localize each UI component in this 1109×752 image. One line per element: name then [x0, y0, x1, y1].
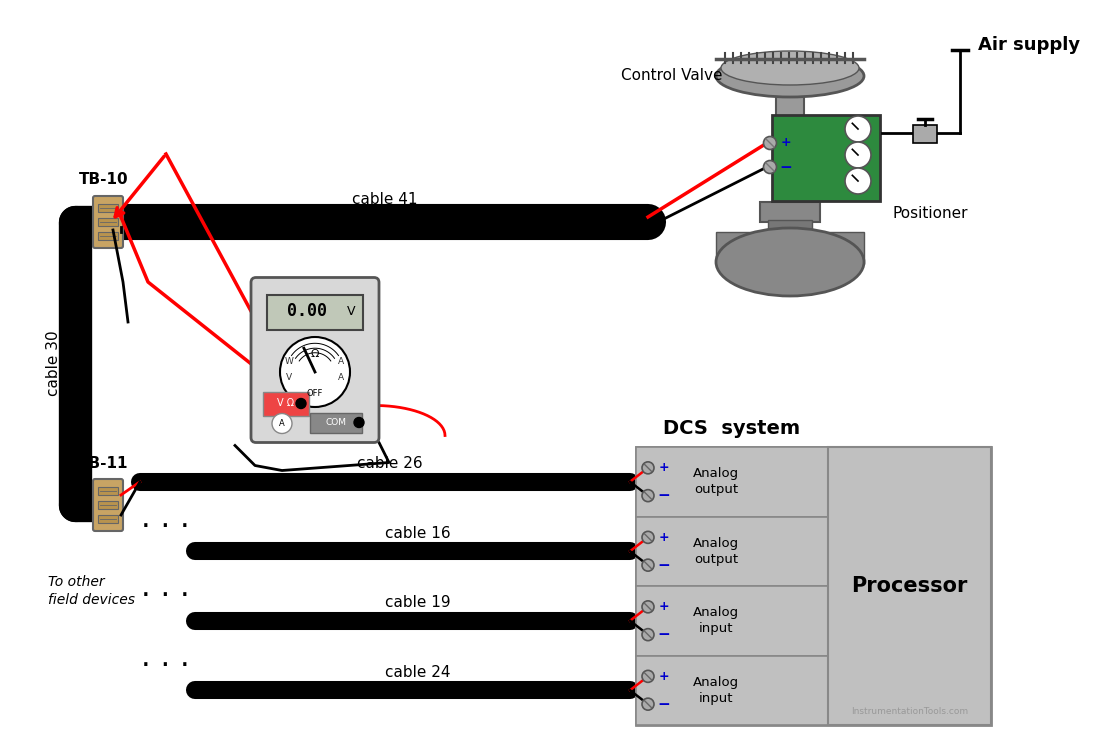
Circle shape [642, 601, 654, 613]
Text: Control Valve: Control Valve [621, 68, 723, 83]
Text: −: − [780, 159, 792, 174]
Bar [98, 232, 118, 240]
Text: +: + [659, 531, 670, 544]
Bar [263, 392, 309, 416]
Circle shape [763, 160, 776, 174]
Text: Analog
output: Analog output [693, 537, 739, 566]
Circle shape [642, 462, 654, 474]
Text: DCS  system: DCS system [663, 420, 801, 438]
Bar [311, 413, 362, 432]
Text: ⋅ ⋅ ⋅: ⋅ ⋅ ⋅ [141, 513, 190, 541]
Text: ⋅ ⋅ ⋅: ⋅ ⋅ ⋅ [141, 652, 190, 681]
Circle shape [642, 670, 654, 682]
Text: cable 30: cable 30 [45, 331, 61, 396]
Text: cable 26: cable 26 [357, 456, 423, 472]
Text: cable 41: cable 41 [352, 193, 417, 208]
Circle shape [845, 116, 871, 142]
Text: Analog
output: Analog output [693, 467, 739, 496]
Text: InstrumentationTools.com: InstrumentationTools.com [851, 708, 968, 717]
Text: cable 24: cable 24 [385, 665, 450, 680]
Text: COM: COM [326, 418, 346, 427]
Text: −: − [658, 627, 670, 642]
Bar [635, 586, 827, 656]
Text: V: V [347, 305, 355, 318]
Bar [98, 218, 118, 226]
Bar [98, 487, 118, 495]
Text: Ω: Ω [311, 349, 319, 359]
Text: +: + [659, 670, 670, 683]
Text: A: A [338, 374, 344, 383]
Text: TB-11: TB-11 [79, 456, 129, 471]
Text: 0.00: 0.00 [287, 302, 327, 320]
Text: V: V [286, 374, 292, 383]
Text: cable 19: cable 19 [385, 596, 450, 611]
Circle shape [642, 698, 654, 710]
Text: OFF: OFF [307, 390, 323, 399]
Text: A: A [338, 357, 344, 366]
Text: Positioner: Positioner [892, 205, 967, 220]
Text: V Ω: V Ω [277, 399, 295, 408]
Bar [98, 204, 118, 212]
FancyBboxPatch shape [93, 479, 123, 531]
Circle shape [763, 137, 776, 150]
Ellipse shape [716, 55, 864, 97]
Text: −: − [658, 488, 670, 503]
Ellipse shape [721, 51, 859, 85]
Text: cable 16: cable 16 [385, 526, 450, 541]
Bar [635, 517, 827, 586]
Bar [635, 447, 991, 725]
Bar [267, 295, 363, 329]
Text: Processor: Processor [852, 576, 967, 596]
Text: A: A [279, 419, 285, 428]
Text: −: − [658, 558, 670, 573]
Text: W: W [285, 357, 294, 366]
Ellipse shape [716, 228, 864, 296]
Bar [635, 656, 827, 725]
Text: −: − [658, 696, 670, 711]
Bar [827, 447, 991, 725]
Text: +: + [659, 461, 670, 475]
Bar [776, 97, 804, 202]
FancyBboxPatch shape [251, 277, 379, 442]
Circle shape [642, 532, 654, 544]
Bar [772, 115, 881, 201]
Circle shape [845, 168, 871, 194]
Text: ⋅ ⋅ ⋅: ⋅ ⋅ ⋅ [141, 582, 190, 611]
Circle shape [642, 490, 654, 502]
Bar [98, 501, 118, 509]
Bar [635, 447, 827, 517]
Bar [913, 125, 937, 143]
Circle shape [272, 414, 292, 433]
Circle shape [354, 417, 364, 427]
Bar [760, 202, 820, 222]
Bar [769, 220, 812, 234]
Bar [98, 515, 118, 523]
Text: Air supply: Air supply [978, 36, 1080, 54]
Text: Analog
input: Analog input [693, 676, 739, 705]
Circle shape [642, 629, 654, 641]
FancyBboxPatch shape [93, 196, 123, 248]
Text: Analog
input: Analog input [693, 606, 739, 635]
Text: +: + [659, 600, 670, 614]
Text: +: + [781, 137, 792, 150]
Circle shape [845, 142, 871, 168]
Circle shape [296, 399, 306, 408]
Bar [716, 232, 864, 264]
Circle shape [642, 559, 654, 572]
Circle shape [279, 337, 350, 407]
Text: To other
field devices: To other field devices [48, 575, 135, 607]
Text: TB-10: TB-10 [79, 172, 129, 187]
